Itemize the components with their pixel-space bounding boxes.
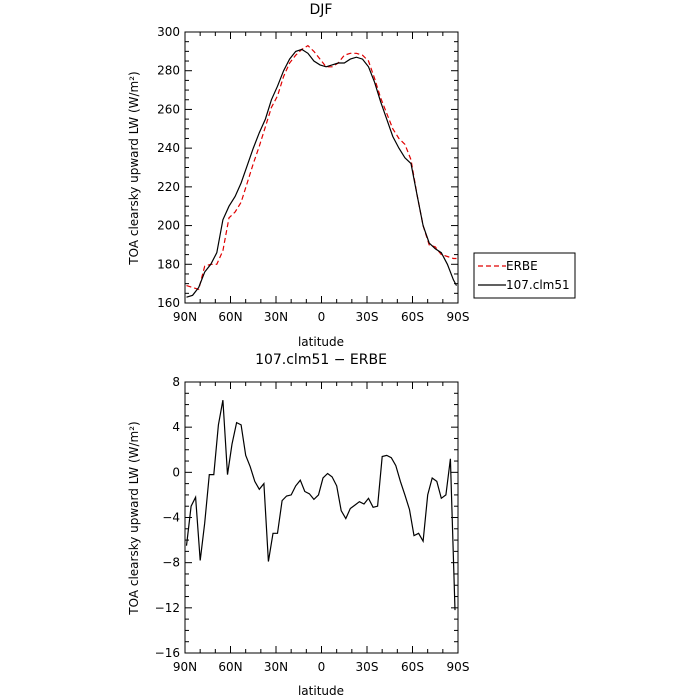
x-tick-label: 90S [447,310,470,324]
x-tick-label: 60N [218,310,242,324]
difference-panel: 107.clm51 − ERBE 90N 60N 30N 0 30S 60S 90S −16 −… [127,352,469,698]
y-tick-label: −8 [162,556,180,570]
series-line-erbe [186,44,457,291]
series-line-107-clm51 [186,48,458,298]
y-tick-label: 4 [172,420,180,434]
y-tick-label: 280 [157,64,180,78]
x-tick-label: 60S [401,310,424,324]
y-axis-label: TOA clearsky upward LW (W/m²) [127,71,141,265]
y-tick-label: −12 [155,601,180,615]
y-tick-label: 240 [157,141,180,155]
legend-label-107-clm51: 107.clm51 [506,278,570,292]
x-tick-label: 90S [447,660,470,674]
legend-label-erbe: ERBE [506,259,538,273]
y-tick-label: 200 [157,219,180,233]
x-tick-label: 60S [401,660,424,674]
x-tick-label: 0 [318,310,326,324]
y-tick-label: −16 [155,646,180,660]
y-tick-label: −4 [162,511,180,525]
x-tick-label: 60N [218,660,242,674]
y-tick-label: 8 [172,375,180,389]
x-tick-label: 30N [264,310,288,324]
djf-panel: DJF 90N 60N 30N 0 30S 60S 90S 160 180 200 220 240 26… [127,2,576,349]
x-axis-label: latitude [298,335,344,349]
x-tick-label: 30S [356,310,379,324]
plot-frame [184,381,459,654]
y-tick-label: 260 [157,102,180,116]
panel-title: DJF [310,2,333,18]
x-tick-label: 0 [318,660,326,674]
y-axis-label: TOA clearsky upward LW (W/m²) [127,421,141,615]
x-tick-label: 90N [173,310,197,324]
y-tick-label: 160 [157,296,180,310]
x-axis-label: latitude [298,684,344,698]
panel-title: 107.clm51 − ERBE [255,352,387,368]
x-tick-label: 90N [173,660,197,674]
x-tick-label: 30N [264,660,288,674]
x-tick-label: 30S [356,660,379,674]
series-line-difference [185,399,456,611]
legend-box [473,252,576,299]
plot-frame [184,31,459,304]
y-tick-label: 300 [157,25,180,39]
y-tick-label: 0 [172,465,180,479]
y-tick-label: 180 [157,257,180,271]
y-tick-label: 220 [157,180,180,194]
legend: ERBE 107.clm51 [473,252,576,299]
